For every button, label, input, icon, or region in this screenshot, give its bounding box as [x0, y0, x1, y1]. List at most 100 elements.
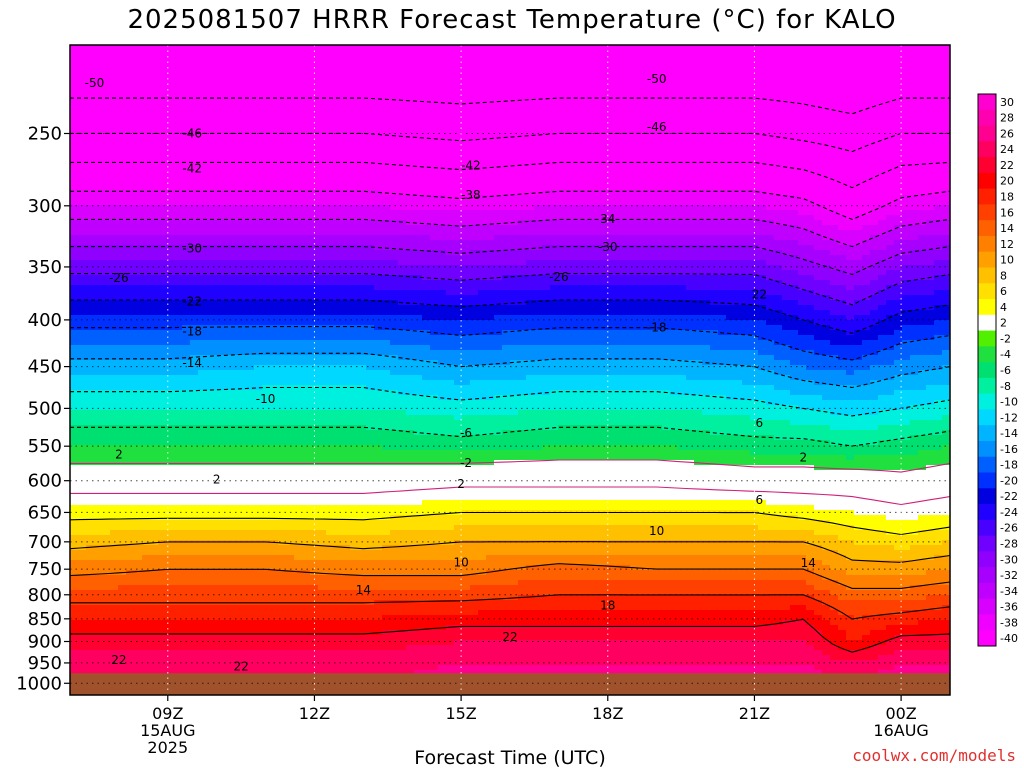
temperature-cell	[142, 500, 151, 506]
temperature-cell	[326, 595, 335, 601]
temperature-cell	[334, 45, 343, 51]
temperature-cell	[374, 45, 383, 51]
temperature-cell	[118, 460, 127, 466]
temperature-cell	[126, 370, 135, 376]
temperature-cell	[182, 215, 191, 221]
temperature-cell	[134, 270, 143, 276]
temperature-cell	[190, 580, 199, 586]
temperature-cell	[270, 170, 279, 176]
temperature-cell	[70, 310, 79, 316]
temperature-cell	[366, 200, 375, 206]
temperature-cell	[126, 90, 135, 96]
temperature-cell	[278, 55, 287, 61]
temperature-cell	[350, 620, 359, 626]
temperature-cell	[94, 210, 103, 216]
temperature-cell	[334, 105, 343, 111]
temperature-cell	[134, 375, 143, 381]
temperature-cell	[350, 315, 359, 321]
temperature-cell	[182, 205, 191, 211]
temperature-cell	[318, 585, 327, 591]
temperature-cell	[158, 430, 167, 436]
temperature-cell	[238, 185, 247, 191]
temperature-cell	[214, 235, 223, 241]
temperature-cell	[94, 140, 103, 146]
temperature-cell	[166, 400, 175, 406]
temperature-cell	[350, 395, 359, 401]
temperature-cell	[326, 85, 335, 91]
temperature-cell	[350, 205, 359, 211]
temperature-cell	[166, 630, 175, 636]
temperature-cell	[110, 90, 119, 96]
temperature-cell	[246, 55, 255, 61]
temperature-cell	[366, 75, 375, 81]
temperature-cell	[222, 225, 231, 231]
temperature-cell	[366, 405, 375, 411]
temperature-cell	[350, 650, 359, 656]
temperature-cell	[366, 145, 375, 151]
temperature-cell	[126, 595, 135, 601]
temperature-cell	[134, 325, 143, 331]
temperature-cell	[342, 440, 351, 446]
temperature-cell	[126, 475, 135, 481]
temperature-cell	[350, 575, 359, 581]
temperature-cell	[134, 285, 143, 291]
temperature-cell	[134, 440, 143, 446]
temperature-cell	[158, 595, 167, 601]
temperature-cell	[150, 100, 159, 106]
temperature-cell	[78, 550, 87, 556]
temperature-cell	[190, 375, 199, 381]
temperature-cell	[86, 445, 95, 451]
temperature-cell	[278, 195, 287, 201]
temperature-cell	[222, 305, 231, 311]
temperature-cell	[118, 260, 127, 266]
temperature-cell	[286, 470, 295, 476]
temperature-cell	[230, 50, 239, 56]
temperature-cell	[318, 565, 327, 571]
temperature-cell	[262, 650, 271, 656]
temperature-cell	[102, 615, 111, 621]
temperature-cell	[302, 105, 311, 111]
temperature-cell	[86, 330, 95, 336]
temperature-cell	[254, 155, 263, 161]
temperature-cell	[262, 120, 271, 126]
temperature-cell	[270, 195, 279, 201]
temperature-cell	[358, 460, 367, 466]
temperature-cell	[214, 505, 223, 511]
temperature-cell	[222, 50, 231, 56]
temperature-cell	[174, 625, 183, 631]
temperature-cell	[166, 135, 175, 141]
temperature-cell	[150, 200, 159, 206]
temperature-cell	[294, 215, 303, 221]
temperature-cell	[318, 540, 327, 546]
temperature-cell	[206, 525, 215, 531]
temperature-cell	[134, 125, 143, 131]
temperature-cell	[150, 115, 159, 121]
temperature-cell	[158, 275, 167, 281]
temperature-cell	[318, 285, 327, 291]
temperature-cell	[198, 245, 207, 251]
temperature-cell	[278, 80, 287, 86]
temperature-cell	[302, 375, 311, 381]
temperature-cell	[214, 200, 223, 206]
temperature-cell	[94, 150, 103, 156]
temperature-cell	[222, 165, 231, 171]
temperature-cell	[358, 210, 367, 216]
temperature-cell	[342, 575, 351, 581]
temperature-cell	[102, 380, 111, 386]
temperature-cell	[134, 630, 143, 636]
temperature-cell	[278, 150, 287, 156]
temperature-cell	[166, 520, 175, 526]
temperature-cell	[86, 555, 95, 561]
temperature-cell	[286, 490, 295, 496]
temperature-cell	[150, 195, 159, 201]
temperature-cell	[278, 475, 287, 481]
temperature-cell	[198, 635, 207, 641]
temperature-cell	[182, 440, 191, 446]
temperature-cell	[70, 375, 79, 381]
temperature-cell	[86, 375, 95, 381]
temperature-cell	[262, 595, 271, 601]
temperature-cell	[206, 575, 215, 581]
temperature-cell	[238, 550, 247, 556]
temperature-cell	[214, 395, 223, 401]
temperature-cell	[342, 360, 351, 366]
